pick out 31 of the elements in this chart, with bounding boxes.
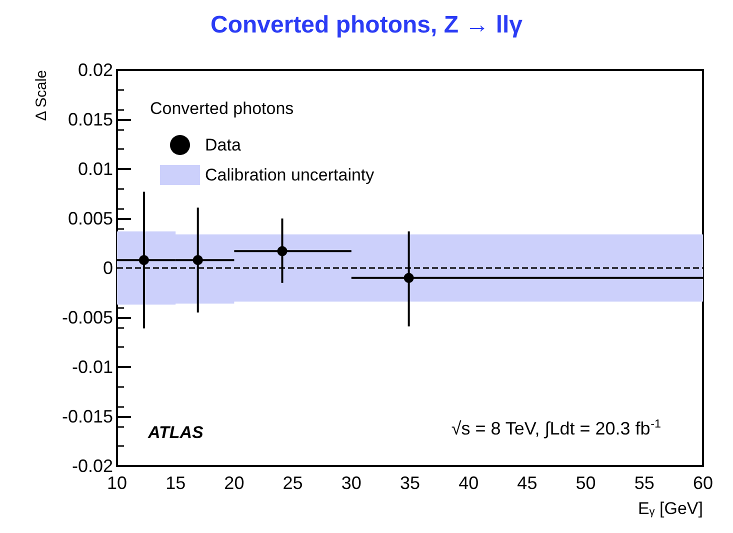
chart-title: Converted photons, Z → llγ xyxy=(210,12,524,38)
y-tick-label: -0.01 xyxy=(72,357,113,377)
y-tick-label: 0 xyxy=(102,258,113,278)
x-tick-label: 10 xyxy=(106,473,128,493)
x-tick-label: 30 xyxy=(341,473,362,493)
point xyxy=(138,255,149,266)
x-tick-label: 35 xyxy=(400,473,420,493)
legend-label: Calibration uncertainty xyxy=(205,166,375,184)
y-tick-label: 0.015 xyxy=(68,110,113,130)
y-tick-label: 0.01 xyxy=(78,159,113,179)
y-tick-label: -0.015 xyxy=(62,406,113,426)
legend-title: Converted photons xyxy=(150,99,294,118)
x-tick-label: 40 xyxy=(458,473,479,493)
x-tick-label: 55 xyxy=(634,473,654,493)
y-tick-label: 0.02 xyxy=(78,60,113,80)
x-tick-label: 45 xyxy=(517,473,538,493)
x-tick-label: 50 xyxy=(576,473,596,493)
y-tick-label: -0.02 xyxy=(72,456,113,476)
point xyxy=(277,246,288,256)
y-tick-label: -0.005 xyxy=(62,308,113,328)
annotation: ATLAS xyxy=(147,423,204,442)
legend-label: Data xyxy=(205,136,242,154)
point xyxy=(404,272,414,283)
x-tick-label: 15 xyxy=(166,473,186,493)
y-axis-title: Δ Scale xyxy=(33,70,50,121)
y-tick-label: 0.005 xyxy=(68,208,113,228)
x-tick-label: 25 xyxy=(282,473,303,493)
x-axis-title: Eγ [GeV] xyxy=(638,499,703,518)
x-tick-label: 60 xyxy=(692,473,714,493)
point xyxy=(192,255,203,266)
x-tick-label: 20 xyxy=(224,473,244,493)
